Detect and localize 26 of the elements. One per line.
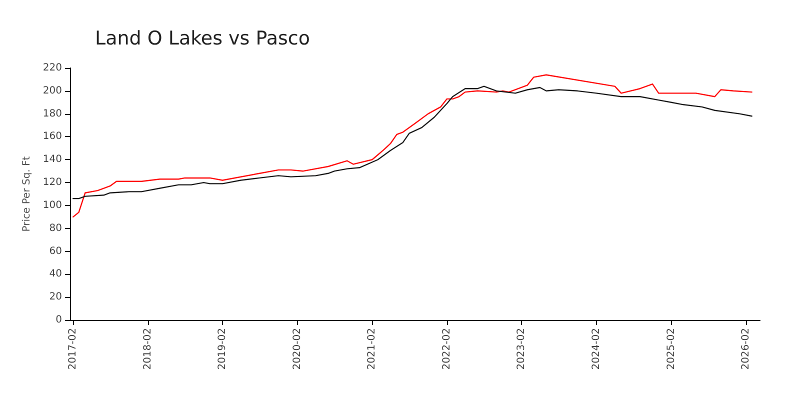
chart-title: Land O Lakes vs Pasco	[95, 28, 310, 50]
x-tick-label: 2024-02	[590, 328, 602, 370]
y-tick-label: 140	[42, 154, 62, 166]
x-tick-label: 2021-02	[366, 328, 378, 370]
x-tick-label: 2020-02	[292, 328, 303, 370]
x-tick-label: 2023-02	[516, 328, 528, 370]
line-series	[72, 86, 752, 200]
x-tick-label: 2022-02	[441, 328, 452, 370]
x-tick-label: 2026-02	[740, 328, 752, 370]
x-tick-label: 2017-02	[68, 328, 79, 370]
y-axis-title: Price Per Sq. Ft	[22, 156, 33, 232]
y-tick-label: 180	[42, 108, 62, 120]
y-tick-label: 220	[42, 62, 62, 74]
y-tick-label: 80	[49, 222, 62, 234]
y-tick-label: 0	[56, 314, 62, 326]
y-tick-label: 40	[49, 268, 62, 280]
line-series	[72, 74, 752, 218]
x-tick-label: 2018-02	[142, 328, 154, 370]
x-tick-label: 2025-02	[666, 328, 677, 370]
y-tick-label: 160	[42, 131, 62, 142]
y-tick-label: 200	[42, 85, 62, 96]
y-tick-label: 120	[42, 177, 62, 188]
x-tick-label: 2019-02	[217, 328, 228, 370]
y-tick-label: 100	[42, 200, 62, 211]
y-tick-label: 20	[49, 292, 62, 303]
y-tick-label: 60	[49, 246, 62, 257]
